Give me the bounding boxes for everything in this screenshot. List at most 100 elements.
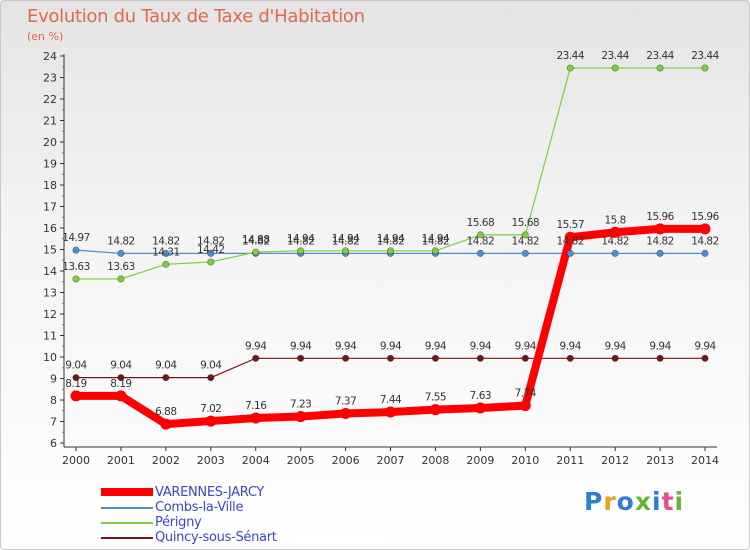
y-tick-label: 10	[43, 351, 57, 364]
data-point-perigny	[521, 231, 529, 239]
y-tick-label: 21	[43, 115, 57, 128]
data-label-varennes-jarcy: 7.37	[335, 396, 356, 408]
data-point-combs-la-ville	[162, 249, 170, 257]
data-label-combs-la-ville: 14.82	[152, 235, 180, 247]
data-point-varennes-jarcy	[205, 415, 217, 427]
y-tick-label: 16	[43, 222, 57, 235]
data-label-perigny: 14.94	[287, 233, 315, 245]
x-tick-label: 2000	[62, 454, 90, 467]
series-points	[70, 64, 711, 430]
data-point-quincy-sous-senart	[656, 354, 664, 362]
data-point-quincy-sous-senart	[701, 354, 709, 362]
data-label-combs-la-ville: 14.82	[332, 235, 360, 247]
data-point-perigny	[162, 260, 170, 268]
data-point-combs-la-ville	[72, 246, 80, 254]
y-tick-label: 18	[43, 179, 57, 192]
data-label-varennes-jarcy: 7.23	[290, 399, 311, 411]
legend-swatch	[101, 488, 153, 496]
data-point-perigny	[476, 231, 484, 239]
data-label-varennes-jarcy: 8.19	[65, 378, 86, 390]
data-label-perigny: 13.63	[107, 261, 135, 273]
data-point-quincy-sous-senart	[252, 354, 260, 362]
data-point-perigny	[72, 275, 80, 283]
legend-label: Périgny	[155, 515, 202, 530]
data-label-perigny: 15.68	[467, 217, 495, 229]
y-tick-label: 23	[43, 72, 57, 85]
x-tick-label: 2011	[556, 454, 584, 467]
data-label-quincy-sous-senart: 9.04	[155, 360, 177, 372]
data-label-varennes-jarcy: 7.16	[245, 400, 267, 412]
data-point-varennes-jarcy	[519, 400, 531, 412]
data-label-perigny: 23.44	[646, 50, 674, 62]
data-point-combs-la-ville	[656, 249, 664, 257]
logo-letter: o	[616, 487, 635, 516]
y-tick-label: 14	[43, 265, 57, 278]
y-tick-label: 9	[50, 373, 57, 386]
legend: VARENNES-JARCY Combs-la-Ville Périgny Qu…	[101, 485, 321, 545]
data-point-combs-la-ville	[701, 249, 709, 257]
data-point-varennes-jarcy	[340, 408, 352, 420]
x-tick-label: 2013	[646, 454, 674, 467]
data-point-perigny	[252, 248, 260, 256]
legend-item-varennes-jarcy: VARENNES-JARCY	[101, 485, 321, 500]
data-label-perigny: 14.31	[152, 246, 180, 258]
data-label-quincy-sous-senart: 9.04	[65, 360, 87, 372]
data-point-quincy-sous-senart	[72, 374, 80, 382]
data-label-combs-la-ville: 14.82	[422, 235, 450, 247]
data-label-varennes-jarcy: 7.63	[470, 390, 491, 402]
data-label-combs-la-ville: 14.82	[287, 235, 315, 247]
data-point-varennes-jarcy	[115, 390, 127, 402]
data-point-perigny	[431, 247, 440, 255]
data-label-quincy-sous-senart: 9.04	[110, 360, 132, 372]
data-point-quincy-sous-senart	[521, 354, 529, 362]
data-point-varennes-jarcy	[654, 223, 666, 235]
data-point-combs-la-ville	[476, 249, 484, 257]
x-tick-label: 2006	[332, 454, 360, 467]
data-point-perigny	[386, 247, 395, 255]
x-tick-label: 2005	[287, 454, 315, 467]
axes: 6 7 8 9 10 11 12 13 14 15 16 17 18 19 20 21 22 23 24 2000 20…	[43, 50, 719, 467]
data-point-quincy-sous-senart	[207, 374, 215, 382]
y-tick-label: 20	[43, 136, 57, 149]
logo-letter: x	[634, 487, 652, 516]
data-point-perigny	[117, 275, 125, 283]
y-tick-label: 8	[50, 394, 57, 407]
data-label-quincy-sous-senart: 9.94	[290, 340, 312, 352]
legend-swatch	[101, 537, 153, 539]
data-label-quincy-sous-senart: 9.94	[245, 340, 267, 352]
y-tick-label: 22	[43, 93, 57, 106]
data-point-varennes-jarcy	[429, 404, 441, 416]
data-point-perigny	[701, 64, 709, 72]
data-point-combs-la-ville	[611, 249, 619, 257]
legend-label: VARENNES-JARCY	[155, 485, 265, 500]
logo-letter: i	[652, 487, 662, 516]
data-point-varennes-jarcy	[564, 231, 576, 243]
proxiti-logo: Proxiti	[584, 487, 684, 516]
data-point-quincy-sous-senart	[431, 354, 440, 362]
data-label-perigny: 23.44	[601, 50, 629, 62]
data-point-varennes-jarcy	[474, 402, 486, 414]
data-label-combs-la-ville: 14.82	[377, 235, 405, 247]
data-label-varennes-jarcy: 7.74	[515, 388, 537, 400]
y-tick-label: 12	[43, 308, 57, 321]
y-tick-label: 6	[50, 437, 57, 450]
data-label-varennes-jarcy: 15.96	[646, 211, 674, 223]
legend-label: Quincy-sous-Sénart	[155, 530, 277, 545]
x-tick-label: 2003	[197, 454, 225, 467]
y-tick-label: 19	[43, 158, 57, 171]
data-label-quincy-sous-senart: 9.94	[604, 340, 626, 352]
data-point-perigny	[566, 64, 574, 72]
logo-letter: r	[603, 487, 617, 516]
logo-letter: P	[584, 487, 604, 516]
legend-item-perigny: Périgny	[101, 515, 321, 530]
data-label-varennes-jarcy: 8.19	[110, 378, 131, 390]
data-labels: 8.19 8.19 6.88 7.02 7.16 7.23 7.37 7.44 7.55 7.63…	[62, 50, 720, 418]
data-point-varennes-jarcy	[385, 406, 397, 418]
data-point-quincy-sous-senart	[162, 374, 170, 382]
data-label-perigny: 14.42	[197, 244, 225, 256]
data-point-varennes-jarcy	[160, 418, 172, 430]
data-point-perigny	[656, 64, 664, 72]
data-point-perigny	[297, 247, 305, 255]
data-label-varennes-jarcy: 15.8	[604, 214, 625, 226]
data-label-varennes-jarcy: 6.88	[155, 406, 176, 418]
